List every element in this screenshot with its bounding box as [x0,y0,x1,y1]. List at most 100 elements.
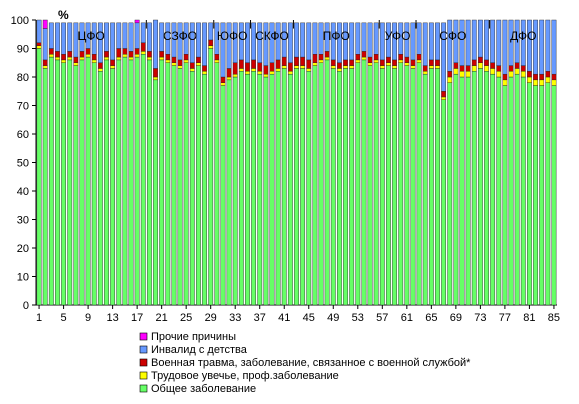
legend-swatch [139,371,148,380]
bar-segment [122,48,128,55]
bar-segment [257,73,263,306]
bar-segment [508,76,514,306]
x-tick-label: 77 [499,312,511,324]
y-axis-unit-label: % [58,8,69,22]
bar-segment [508,19,514,66]
x-tick-label: 41 [278,312,290,324]
bar-segment [428,68,434,306]
bar-segment [453,73,459,306]
bar-segment [177,68,183,306]
bar-segment [232,62,238,75]
bar-segment [91,62,97,306]
bar-segment [79,59,85,306]
bar-segment [496,65,502,72]
bar-segment [545,82,551,306]
bar-segment [471,71,477,306]
bar-segment [324,22,330,52]
bar-segment [281,65,287,69]
bar-segment [171,62,177,66]
bar-segment [318,22,324,55]
bar-segment [539,19,545,75]
bar-segment [373,59,379,63]
bar-segment [238,68,244,72]
bar-segment [79,51,85,58]
bar-segment [545,19,551,72]
bar-segment [287,71,293,75]
bar-segment [42,65,48,69]
bar-segment [189,71,195,306]
bar-segment [202,22,207,66]
bar-segment [263,22,269,66]
x-tick-label: 81 [523,312,535,324]
bar-segment [128,22,134,52]
x-tick-label: 1 [36,312,42,324]
bar-segment [343,59,348,66]
bar-segment [251,68,256,72]
bar-segment [422,73,428,306]
bar-segment [159,22,165,52]
bar-segment [73,22,79,58]
bar-segment [91,59,97,63]
bar-segment [275,68,281,72]
bar-segment [373,22,379,55]
bar-segment [294,68,299,306]
bar-segment [140,54,146,306]
bar-segment [214,59,220,63]
bar-segment [379,22,385,61]
bar-segment [422,65,428,72]
bar-segment [48,54,54,58]
bar-segment [134,22,140,49]
x-tick-label: 29 [205,312,217,324]
bar-segment [392,68,397,306]
bar-segment [453,19,459,63]
bar-segment [496,19,502,66]
y-tick-label: 70 [17,101,29,113]
x-tick-label: 49 [327,312,339,324]
bar-segment [42,59,48,66]
bar-segment [496,76,502,306]
x-tick-label: 73 [474,312,486,324]
bar-segment [183,62,189,306]
bar-segment [312,62,318,66]
bar-segment [110,22,116,61]
bar-segment [177,65,183,69]
bar-segment [110,59,116,66]
bar-segment [306,22,312,61]
bar-segment [85,54,91,58]
bar-segment [275,22,281,61]
y-tick-label: 30 [17,215,29,227]
region-label: ПФО [323,29,350,43]
bar-segment [128,59,134,306]
bar-segment [349,68,355,306]
bar-segment [48,56,54,306]
bar-segment [355,22,361,55]
bar-segment [294,56,299,66]
y-tick-label: 90 [17,44,29,56]
bar-segment [398,59,404,63]
bar-segment [471,19,477,61]
bar-segment [153,68,158,78]
bar-segment [441,91,447,98]
bar-segment [220,82,226,86]
bar-segment [379,59,385,66]
bar-segment [122,54,128,58]
bar-segment [318,59,324,63]
bar-segment [410,68,416,306]
bar-segment [36,42,42,46]
bar-segment [85,22,91,49]
bar-segment [435,59,440,66]
bar-segment [42,28,48,61]
bar-segment [502,19,508,75]
bar-segment [257,22,263,63]
x-tick-label: 33 [229,312,241,324]
bar-segment [196,65,201,306]
x-tick-label: 21 [156,312,168,324]
bar-segment [104,51,109,58]
bar-segment [140,51,146,55]
bar-segment [73,62,79,66]
bar-segment [275,59,281,69]
x-tick-label: 45 [303,312,315,324]
bar-segment [545,76,551,83]
bar-segment [226,79,232,306]
